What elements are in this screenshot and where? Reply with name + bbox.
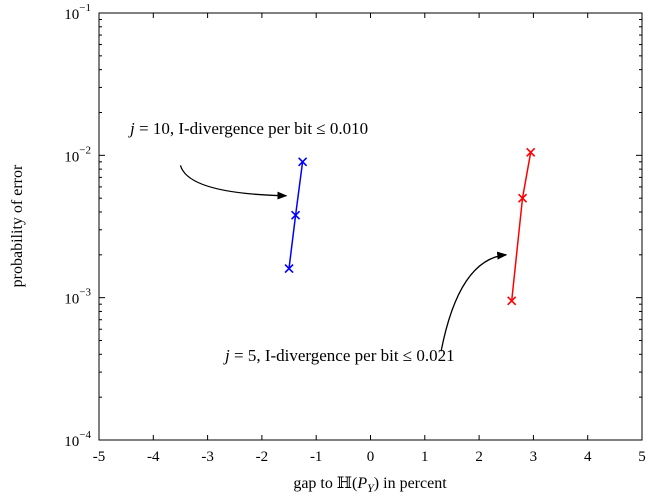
annotation-j10-text: = 10, I-divergence per bit ≤ 0.010: [135, 119, 368, 138]
y-tick-label-base: 10: [64, 292, 79, 308]
y-tick-label-base: 10: [64, 434, 79, 450]
x-axis-label: gap to ℍ(PY) in percent: [293, 475, 447, 495]
annotation-j10: j = 10, I-divergence per bit ≤ 0.010: [128, 119, 368, 138]
y-tick-label-exponent: −1: [79, 2, 91, 14]
x-tick-label: -5: [93, 449, 106, 465]
y-tick-label-exponent: −2: [79, 144, 91, 156]
y-axis-ticks: 10−410−310−210−1: [64, 2, 642, 450]
series-0-point: [298, 157, 308, 167]
x-axis-label-var: P: [356, 475, 367, 492]
plot-area-frame: [98, 12, 643, 441]
y-tick-label: 10−3: [64, 287, 91, 308]
x-tick-label: -3: [201, 449, 214, 465]
series-0-point: [291, 210, 301, 220]
x-axis-label-prefix: gap to: [293, 475, 337, 492]
x-tick-label: 1: [421, 449, 429, 465]
y-tick-label: 10−4: [64, 429, 91, 450]
annotation-arrow-j10: [179, 165, 288, 200]
annotation-j5: j = 5, I-divergence per bit ≤ 0.021: [223, 346, 455, 365]
annotation-j5-var: j: [223, 346, 230, 365]
y-tick-label-base: 10: [64, 149, 79, 165]
series-1-point: [526, 147, 536, 157]
x-axis-ticks: -5 -4 -3 -2 -1 0 1 2 3 4 5: [93, 13, 646, 465]
x-tick-label: 3: [530, 449, 538, 465]
x-tick-label: 5: [638, 449, 646, 465]
y-tick-label-base: 10: [64, 7, 79, 23]
x-tick-label: -2: [256, 449, 269, 465]
series-1-point: [517, 193, 528, 203]
series-0-point: [284, 264, 294, 274]
x-tick-label: -4: [147, 449, 160, 465]
series-line-1: [510, 152, 532, 301]
series-1-point: [507, 296, 517, 306]
x-axis-label-close: ): [374, 475, 379, 492]
series-layer: [284, 147, 536, 306]
y-tick-label-exponent: −4: [79, 429, 91, 441]
y-tick-label: 10−2: [64, 144, 91, 165]
annotation-j5-text: = 5, I-divergence per bit ≤ 0.021: [230, 346, 455, 365]
x-axis-label-open: (: [352, 475, 357, 492]
x-tick-label: 2: [475, 449, 483, 465]
y-tick-label: 10−1: [64, 2, 91, 23]
x-axis-label-math-letter: ℍ: [337, 475, 352, 492]
y-tick-label-exponent: −3: [79, 287, 91, 299]
x-axis-label-sub: Y: [367, 481, 375, 495]
x-tick-label: 4: [584, 449, 592, 465]
annotation-j10-var: j: [128, 119, 135, 138]
annotation-arrow-j5: [440, 251, 508, 352]
x-axis-label-suffix: in percent: [379, 475, 447, 492]
y-axis-label: probability of error: [9, 164, 26, 287]
x-tick-label: 0: [367, 449, 375, 465]
x-tick-label: -1: [310, 449, 323, 465]
